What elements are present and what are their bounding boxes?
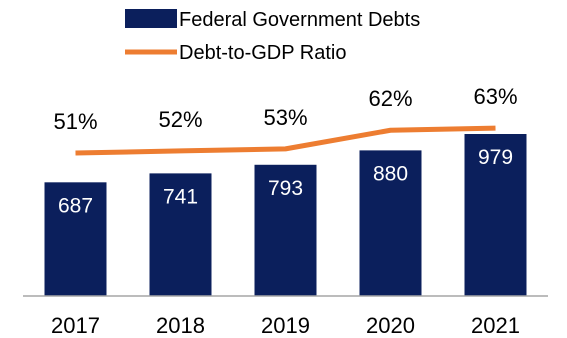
ratio-value-label-2020: 62%: [368, 86, 412, 111]
x-tick-label-2021: 2021: [471, 313, 520, 338]
plot-area: 687 2017 741 2018 793 2019 880 2020 979 2021 51% 52…: [44, 84, 527, 338]
ratio-value-label-2021: 63%: [473, 84, 517, 109]
bar-2020: [359, 150, 422, 296]
x-tick-label-2018: 2018: [156, 313, 205, 338]
bar-2021: [464, 134, 527, 296]
bar-value-label-2018: 741: [163, 185, 198, 208]
bar-value-label-2021: 979: [478, 146, 513, 169]
legend-label-bar: Federal Government Debts: [179, 9, 420, 31]
x-tick-label-2017: 2017: [51, 313, 100, 338]
ratio-value-label-2017: 51%: [53, 109, 97, 134]
x-tick-label-2020: 2020: [366, 313, 415, 338]
legend-swatch-bar: [125, 9, 177, 28]
legend-label-line: Debt-to-GDP Ratio: [179, 42, 346, 64]
bar-value-label-2017: 687: [58, 194, 93, 217]
bar-value-label-2020: 880: [373, 162, 408, 185]
legend: Federal Government Debts Debt-to-GDP Rat…: [125, 9, 420, 64]
x-tick-label-2019: 2019: [261, 313, 310, 338]
bar-value-label-2019: 793: [268, 177, 303, 200]
bar-2018: [149, 173, 212, 296]
ratio-value-label-2019: 53%: [263, 105, 307, 130]
bar-2019: [254, 164, 317, 296]
ratio-line: [75, 125, 496, 156]
ratio-value-label-2018: 52%: [158, 107, 202, 132]
bar-2017: [44, 182, 107, 296]
